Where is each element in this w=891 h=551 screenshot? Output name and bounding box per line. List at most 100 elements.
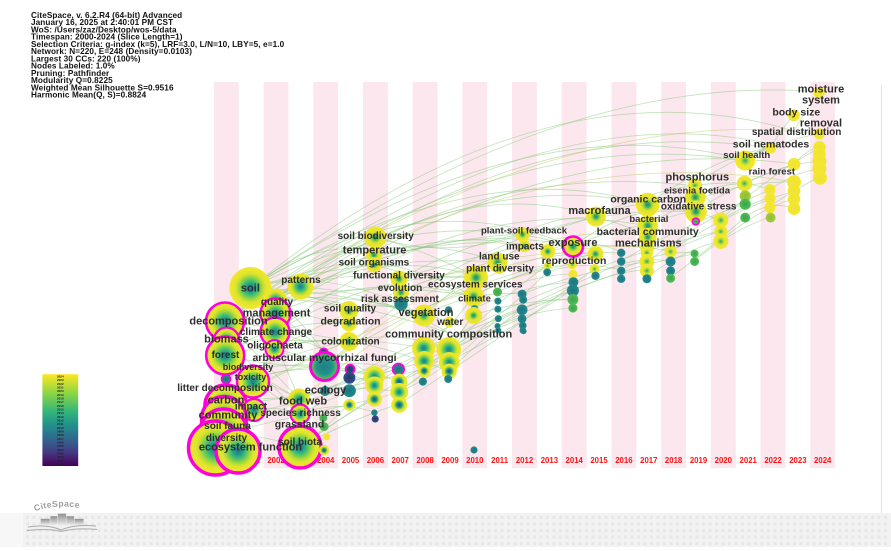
- svg-text:diversity: diversity: [206, 433, 248, 444]
- svg-text:mechanisms: mechanisms: [615, 237, 682, 249]
- svg-text:January 16, 2025 at 2:40:01 PM: January 16, 2025 at 2:40:01 PM CST: [31, 18, 173, 27]
- svg-text:risk assessment: risk assessment: [361, 294, 440, 305]
- svg-text:2001: 2001: [57, 459, 64, 463]
- svg-text:soil health: soil health: [723, 150, 770, 161]
- svg-text:land use: land use: [479, 251, 520, 262]
- svg-text:eisenia foetida: eisenia foetida: [664, 185, 731, 196]
- svg-text:rain forest: rain forest: [749, 167, 796, 178]
- svg-text:oxidative stress: oxidative stress: [661, 202, 737, 213]
- svg-text:2022: 2022: [764, 456, 782, 465]
- svg-text:biomass: biomass: [204, 334, 249, 346]
- svg-text:2020: 2020: [57, 389, 64, 393]
- svg-text:2004: 2004: [317, 456, 335, 465]
- svg-text:Modularity Q=0.8225: Modularity Q=0.8225: [31, 76, 113, 85]
- svg-text:spatial distribution: spatial distribution: [752, 127, 841, 138]
- svg-text:2005: 2005: [57, 444, 64, 448]
- svg-text:bacterial: bacterial: [629, 214, 668, 225]
- svg-text:water: water: [436, 317, 463, 328]
- svg-text:arbuscular mycorrhizal fungi: arbuscular mycorrhizal fungi: [252, 352, 396, 364]
- svg-text:2018: 2018: [665, 456, 683, 465]
- svg-text:2013: 2013: [541, 456, 559, 465]
- svg-text:CiteSpace, v. 6.2.R4 (64-bit): CiteSpace, v. 6.2.R4 (64-bit) Advanced: [31, 11, 182, 20]
- svg-text:2012: 2012: [57, 419, 64, 423]
- svg-text:management: management: [243, 308, 311, 320]
- svg-text:ecology: ecology: [305, 385, 347, 397]
- svg-text:ecosystem function: ecosystem function: [199, 442, 303, 454]
- svg-text:2019: 2019: [57, 393, 64, 397]
- svg-text:2023: 2023: [57, 378, 64, 382]
- svg-text:Pruning: Pathfinder: Pruning: Pathfinder: [31, 69, 110, 78]
- svg-text:2008: 2008: [416, 456, 434, 465]
- svg-text:evolution: evolution: [378, 283, 422, 294]
- svg-text:exposure: exposure: [549, 237, 598, 249]
- svg-text:degradation: degradation: [320, 316, 380, 328]
- svg-text:2015: 2015: [590, 456, 608, 465]
- svg-text:Nodes Labeled: 1.0%: Nodes Labeled: 1.0%: [31, 62, 115, 71]
- svg-text:2011: 2011: [57, 422, 64, 426]
- svg-text:2005: 2005: [342, 456, 360, 465]
- svg-text:impacts: impacts: [506, 241, 544, 252]
- svg-text:plant-soil feedback: plant-soil feedback: [481, 226, 568, 237]
- svg-text:climate: climate: [458, 294, 491, 305]
- svg-text:2006: 2006: [367, 456, 385, 465]
- svg-text:vegetation: vegetation: [398, 307, 453, 319]
- svg-text:Timespan: 2000-2024 (Slice Len: Timespan: 2000-2024 (Slice Length=1): [31, 33, 183, 42]
- svg-text:toxicity: toxicity: [235, 372, 267, 382]
- svg-text:2013: 2013: [57, 415, 64, 419]
- svg-text:community: community: [199, 410, 259, 422]
- svg-text:soil nematodes: soil nematodes: [733, 138, 810, 150]
- svg-text:climate change: climate change: [240, 327, 313, 338]
- svg-text:2009: 2009: [57, 430, 64, 434]
- svg-text:soil quality: soil quality: [324, 303, 377, 314]
- svg-text:2002: 2002: [57, 455, 64, 459]
- svg-text:2006: 2006: [57, 441, 64, 445]
- svg-text:Network: N=220, E=248 (Density: Network: N=220, E=248 (Density=0.0103): [31, 47, 192, 56]
- svg-text:removal: removal: [800, 117, 842, 129]
- svg-text:soil biodiversity: soil biodiversity: [338, 231, 415, 242]
- svg-text:2024: 2024: [57, 375, 64, 379]
- svg-text:2007: 2007: [57, 437, 64, 441]
- svg-text:patterns: patterns: [281, 275, 321, 286]
- svg-text:2000: 2000: [57, 463, 64, 467]
- svg-text:2014: 2014: [57, 411, 64, 415]
- svg-text:forest: forest: [212, 350, 240, 361]
- svg-text:2011: 2011: [491, 456, 509, 465]
- svg-text:system: system: [802, 94, 840, 106]
- svg-text:food web: food web: [279, 396, 328, 408]
- svg-text:temperature: temperature: [343, 244, 407, 256]
- svg-text:2002: 2002: [267, 456, 285, 465]
- svg-text:ecosystem services: ecosystem services: [428, 280, 523, 291]
- svg-text:2012: 2012: [516, 456, 534, 465]
- svg-text:2003: 2003: [57, 452, 64, 456]
- svg-text:2022: 2022: [57, 382, 64, 386]
- svg-text:2017: 2017: [57, 400, 64, 404]
- svg-text:soil biota: soil biota: [278, 437, 322, 448]
- svg-text:organic carbon: organic carbon: [610, 194, 686, 206]
- svg-text:plant diversity: plant diversity: [466, 263, 534, 274]
- svg-text:Selection Criteria: g-index (k: Selection Criteria: g-index (k=5), LRF=3…: [31, 40, 285, 49]
- svg-text:2008: 2008: [57, 433, 64, 437]
- svg-text:phosphorus: phosphorus: [666, 172, 730, 184]
- svg-text:reproduction: reproduction: [542, 255, 607, 267]
- svg-text:2023: 2023: [789, 456, 807, 465]
- svg-text:2021: 2021: [57, 386, 64, 390]
- svg-text:2014: 2014: [566, 456, 584, 465]
- svg-text:soil: soil: [241, 283, 260, 295]
- svg-text:2016: 2016: [615, 456, 633, 465]
- svg-text:2009: 2009: [441, 456, 459, 465]
- svg-text:2017: 2017: [640, 456, 657, 465]
- svg-text:species richness: species richness: [260, 408, 341, 419]
- svg-text:litter decomposition: litter decomposition: [177, 383, 273, 394]
- svg-text:2021: 2021: [740, 456, 758, 465]
- svg-text:2016: 2016: [57, 404, 64, 408]
- svg-text:WoS: /Users/zaz/Desktop/wos-5/: WoS: /Users/zaz/Desktop/wos-5/data: [31, 25, 177, 34]
- svg-text:grassland: grassland: [275, 419, 325, 431]
- svg-text:2004: 2004: [57, 448, 64, 452]
- svg-text:2010: 2010: [57, 426, 64, 430]
- svg-text:Weighted Mean Silhouette S=0.9: Weighted Mean Silhouette S=0.9516: [31, 83, 174, 92]
- svg-text:body size: body size: [772, 107, 820, 119]
- svg-text:colonization: colonization: [321, 336, 379, 347]
- svg-text:2015: 2015: [57, 408, 64, 412]
- svg-text:community composition: community composition: [385, 328, 512, 340]
- svg-text:impact: impact: [235, 401, 268, 412]
